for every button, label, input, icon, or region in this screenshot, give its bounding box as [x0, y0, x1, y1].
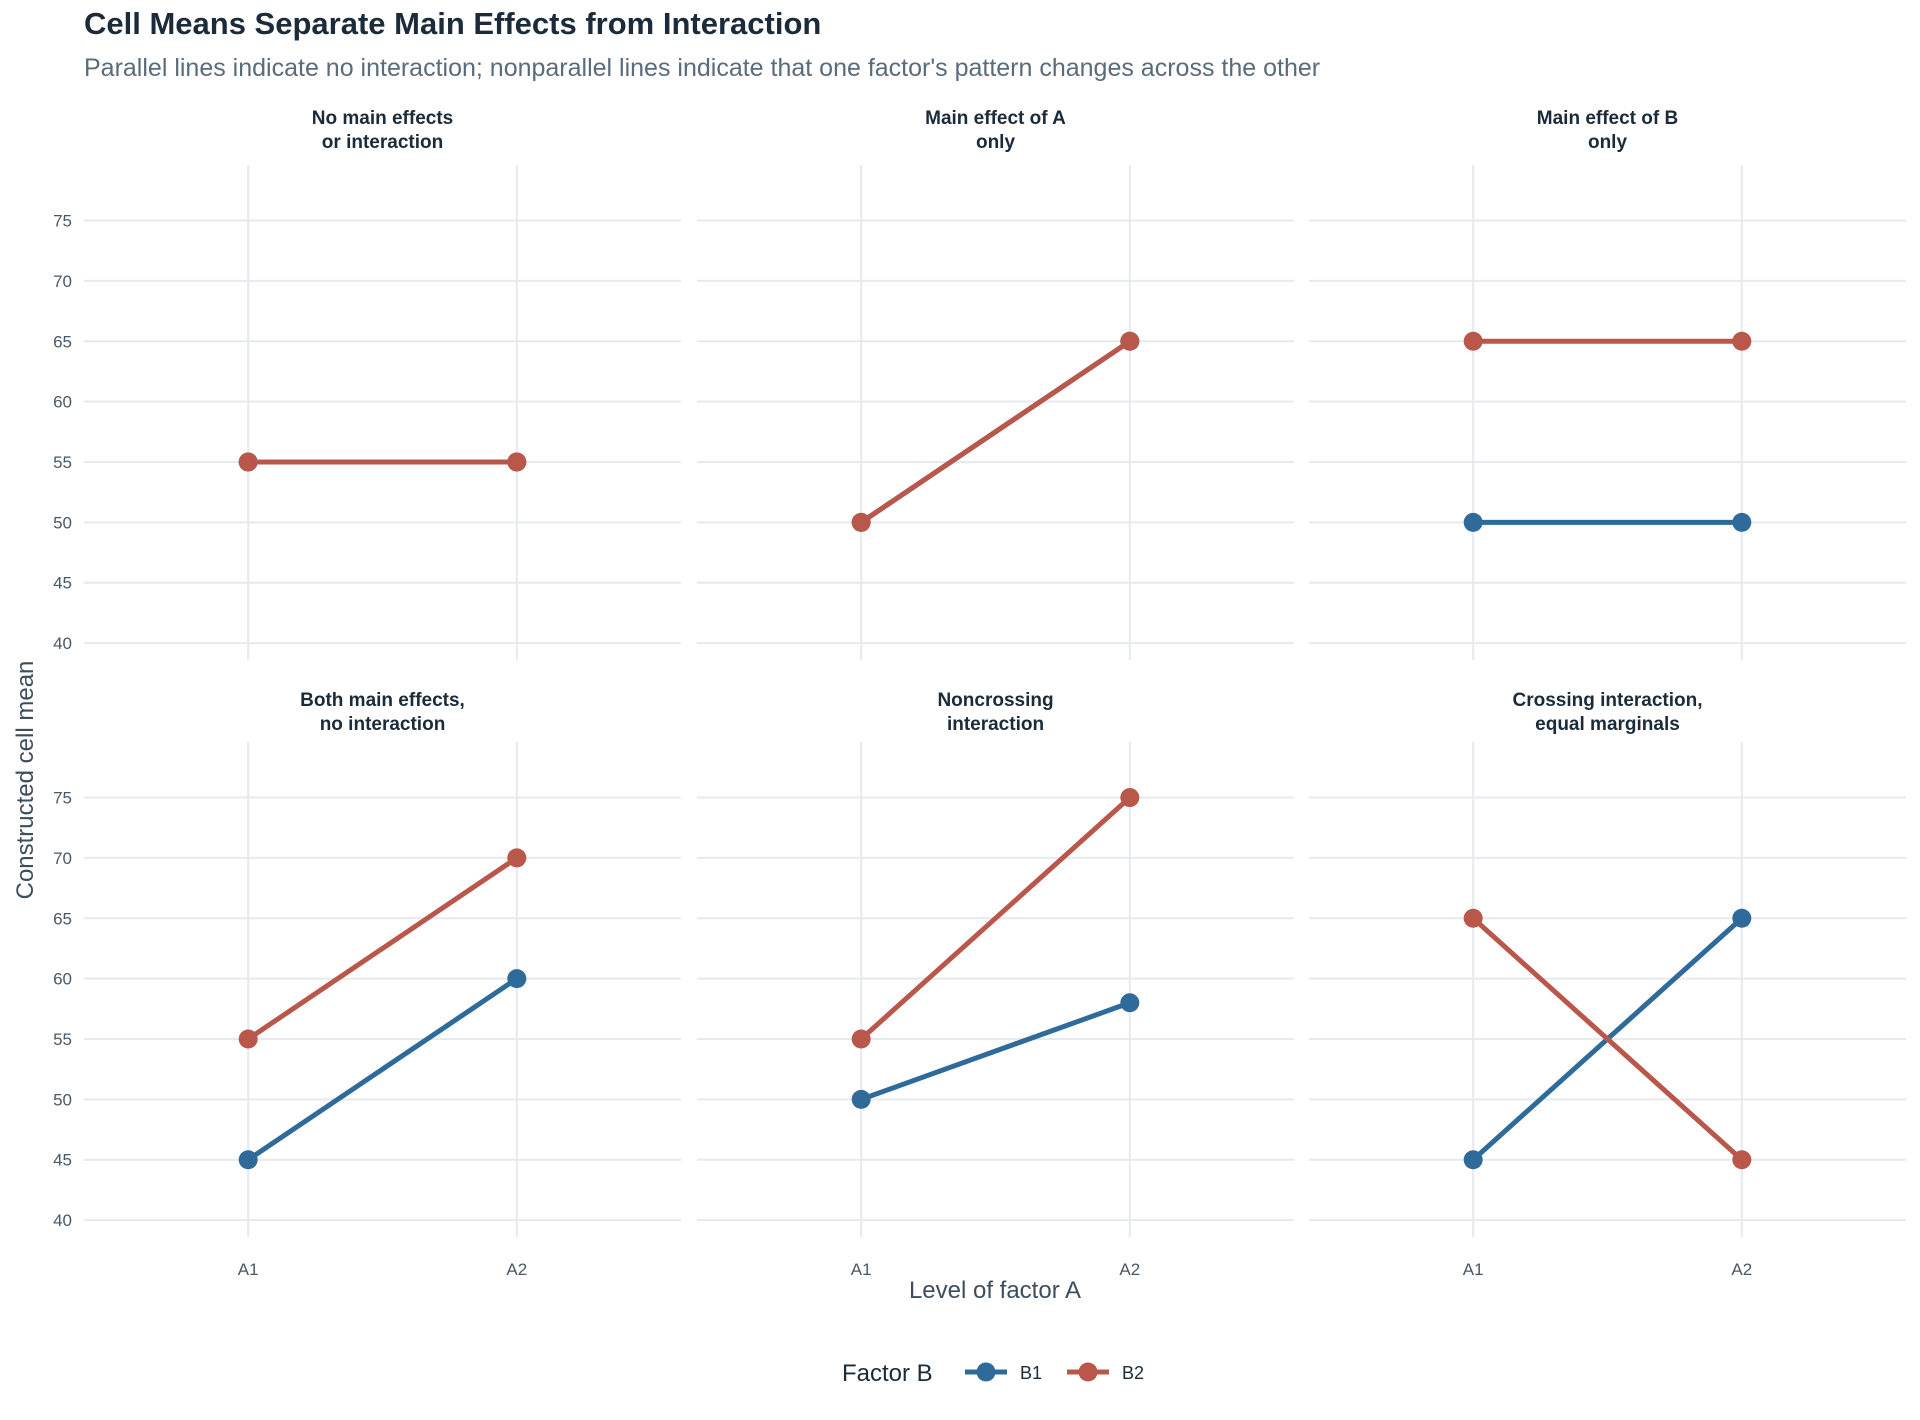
y-tick-label: 40 [53, 1211, 72, 1230]
y-tick-label: 75 [53, 212, 72, 231]
y-tick-label: 60 [53, 393, 72, 412]
facet-panel: Main effect of B only [1309, 108, 1906, 660]
x-tick-label: A2 [1119, 1260, 1140, 1279]
series-line-b1 [245, 976, 520, 1163]
data-point-b1 [1732, 908, 1752, 928]
data-point-b2 [1120, 788, 1140, 808]
panel-title-line: interaction [947, 714, 1044, 735]
data-point-b2 [507, 452, 527, 472]
panel-title-line: Noncrossing [937, 690, 1053, 711]
series-line-b2 [858, 795, 1133, 1042]
panel-title-line: or interaction [322, 132, 443, 153]
y-tick-label: 50 [53, 1090, 72, 1109]
y-tick-label: 45 [53, 1151, 72, 1170]
panel-title-line: Both main effects, [300, 690, 465, 711]
series-line-b2 [858, 338, 1133, 525]
y-tick-label: 65 [53, 909, 72, 928]
data-point-b2 [1463, 908, 1483, 928]
data-point-b2 [1463, 331, 1483, 351]
panel-title-line: equal marginals [1535, 714, 1680, 735]
facet-panel: No main effects or interaction 40 45 50 55 60 6… [53, 108, 681, 660]
data-point-b1 [1120, 993, 1140, 1013]
y-axis-title: Constructed cell mean [12, 661, 39, 900]
data-point-b1 [851, 1089, 871, 1109]
legend-key-point [1078, 1362, 1098, 1382]
data-point-b2 [238, 452, 258, 472]
y-tick-label: 55 [53, 1030, 72, 1049]
data-point-b1 [1732, 512, 1752, 532]
x-tick-label: A1 [1463, 1260, 1484, 1279]
facet-panels: No main effects or interaction 40 45 50 55 60 6… [53, 108, 1906, 1279]
panel-title-line: no interaction [320, 714, 446, 735]
facet-panel: Noncrossing interaction A1 A2 [697, 690, 1294, 1279]
x-tick-label: A2 [1731, 1260, 1752, 1279]
data-point-b2 [851, 1029, 871, 1049]
y-tick-label: 45 [53, 574, 72, 593]
legend: Factor B B1 B2 [842, 1360, 1144, 1387]
data-point-b1 [1463, 1150, 1483, 1170]
y-tick-label: 65 [53, 332, 72, 351]
y-tick-label: 75 [53, 789, 72, 808]
data-point-b1 [238, 1150, 258, 1170]
panel-title-line: Crossing interaction, [1512, 690, 1702, 711]
data-point-b2 [1120, 331, 1140, 351]
series-line-b1 [858, 1000, 1133, 1102]
chart-subtitle: Parallel lines indicate no interaction; … [84, 54, 1321, 82]
y-tick-label: 55 [53, 453, 72, 472]
data-point-b2 [851, 512, 871, 532]
panel-title-line: No main effects [312, 108, 453, 129]
panel-title-line: Main effect of B [1537, 108, 1678, 129]
facet-panel: Both main effects, no interaction 40 45 50 55… [53, 690, 681, 1279]
y-tick-label: 60 [53, 970, 72, 989]
data-point-b2 [1732, 1150, 1752, 1170]
series-line-b2 [1470, 915, 1745, 1163]
legend-key-point [976, 1362, 996, 1382]
data-point-b1 [507, 969, 527, 989]
facet-panel: Crossing interaction, equal marginals A1 A2 [1309, 690, 1906, 1279]
series-line-b2 [245, 855, 520, 1042]
chart-title: Cell Means Separate Main Effects from In… [84, 6, 822, 41]
facet-panel: Main effect of A only [697, 108, 1294, 660]
legend-entry-label: B2 [1122, 1363, 1144, 1383]
y-tick-label: 40 [53, 634, 72, 653]
data-point-b1 [1463, 512, 1483, 532]
data-point-b2 [1732, 331, 1752, 351]
panel-title-line: only [1588, 132, 1627, 153]
legend-title: Factor B [842, 1360, 933, 1387]
data-point-b2 [507, 848, 527, 868]
panel-title-line: Main effect of A [925, 108, 1066, 129]
y-tick-label: 50 [53, 513, 72, 532]
x-tick-label: A2 [506, 1260, 527, 1279]
y-tick-label: 70 [53, 849, 72, 868]
x-tick-label: A1 [238, 1260, 259, 1279]
x-axis-title: Level of factor A [909, 1277, 1081, 1304]
data-point-b2 [238, 1029, 258, 1049]
y-tick-label: 70 [53, 272, 72, 291]
x-tick-label: A1 [851, 1260, 872, 1279]
legend-entry-label: B1 [1020, 1363, 1042, 1383]
panel-title-line: only [976, 132, 1015, 153]
